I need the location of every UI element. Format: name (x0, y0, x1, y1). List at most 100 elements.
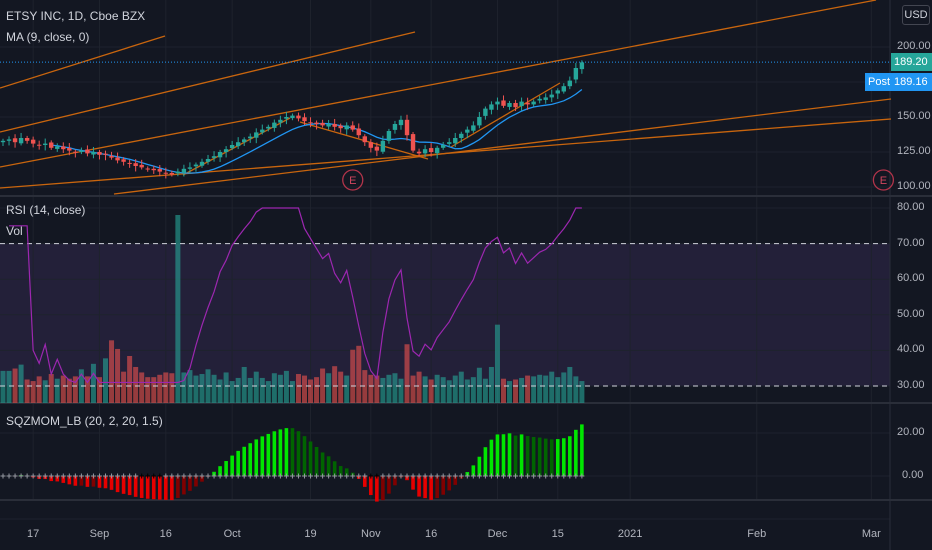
candle-body (320, 122, 325, 126)
candle-body (428, 148, 434, 152)
sqz-dot (446, 473, 452, 479)
candle-body (447, 142, 452, 144)
sqz-legend[interactable]: SQZMOM_LB (20, 2, 20, 1.5) (6, 414, 163, 428)
candle-body (471, 125, 476, 131)
sqz-histogram-bar (218, 466, 222, 476)
time-tick-label: Feb (747, 528, 767, 540)
sqz-histogram-bar (537, 437, 542, 476)
sqz-histogram-bar (555, 439, 560, 476)
candle-body (175, 171, 181, 174)
volume-bar (169, 373, 175, 403)
candle-body (73, 151, 78, 153)
sqz-dot (458, 473, 464, 479)
candle-body (422, 149, 428, 154)
sqz-histogram-bar (447, 476, 452, 491)
sqz-dot (374, 473, 380, 479)
volume-bar (488, 366, 494, 403)
earnings-marker[interactable]: E (872, 169, 895, 191)
post-price-badge: 189.16 (891, 73, 932, 91)
candle-body (489, 104, 494, 110)
sqz-histogram-bar (224, 461, 228, 476)
volume-bar (54, 378, 60, 403)
sqz-histogram-bar (411, 476, 415, 490)
sqz-dot (525, 473, 531, 479)
sqz-histogram-bar (49, 476, 54, 482)
sqz-histogram-bar (278, 429, 283, 476)
candle-body (24, 138, 30, 141)
candle-body (199, 161, 205, 166)
sqz-dot (127, 473, 133, 479)
sqz-dot (18, 473, 24, 479)
candle-body (127, 162, 132, 164)
sqz-dot (320, 473, 326, 479)
sqz-dot (295, 473, 301, 479)
volume-bar (531, 376, 537, 403)
candle-body (549, 94, 554, 98)
sqz-dot (350, 473, 356, 479)
sqz-histogram-bar (453, 476, 458, 485)
volume-bar (519, 377, 525, 403)
vol-legend[interactable]: Vol (6, 224, 23, 238)
sqz-dot (169, 473, 175, 479)
sqz-histogram-bar (79, 476, 84, 486)
sqz-dot (494, 473, 500, 479)
sqz-histogram-bar (85, 476, 90, 487)
volume-bar (500, 378, 506, 403)
sqz-dot (289, 473, 295, 479)
earnings-marker[interactable]: E (342, 169, 364, 191)
sqz-histogram-bar (284, 428, 289, 476)
sqz-histogram-bar (568, 436, 572, 476)
sqz-histogram-bar (157, 476, 162, 500)
volume-bar (6, 370, 12, 403)
candle-body (567, 80, 573, 87)
sqz-dot (90, 473, 96, 479)
candle-body (278, 119, 283, 123)
trend-line (0, 31, 416, 133)
sqz-dot (78, 473, 84, 479)
volume-bar (199, 374, 205, 403)
sqz-dot (84, 473, 90, 479)
rsi-tick-label: 60.00 (897, 272, 925, 285)
price-tick-label: 100.00 (897, 180, 931, 192)
sqz-histogram-bar (236, 450, 240, 476)
sqz-dot (302, 473, 307, 479)
volume-bar (30, 381, 36, 403)
sqz-dot (193, 473, 199, 479)
sqz-histogram-bar (103, 476, 108, 489)
ma-legend[interactable]: MA (9, close, 0) (6, 30, 90, 44)
volume-bar (513, 379, 519, 403)
volume-bar (482, 378, 488, 403)
currency-button[interactable]: USD (902, 5, 930, 25)
volume-bar (404, 344, 410, 403)
sqz-dot (513, 473, 519, 479)
volume-bar (567, 366, 573, 403)
sqz-histogram-bar (230, 455, 234, 476)
candle-body (344, 125, 349, 130)
sqz-histogram-bar (139, 476, 144, 498)
rsi-legend[interactable]: RSI (14, close) (6, 203, 86, 217)
rsi-tick-label: 50.00 (897, 307, 925, 320)
candle-body (193, 164, 199, 167)
volume-bar (410, 375, 416, 403)
candle-body (254, 132, 259, 138)
sqz-dot (265, 473, 271, 479)
candle-body (91, 152, 96, 155)
candle-body (266, 126, 271, 129)
sqz-dot (332, 473, 338, 479)
earnings-label: E (880, 175, 887, 187)
volume-bar (229, 381, 235, 403)
sqz-dot (567, 473, 573, 479)
sqz-histogram-bar (182, 476, 186, 495)
volume-bar (362, 370, 368, 403)
sqz-dot (96, 473, 102, 479)
candle-body (30, 139, 36, 144)
sqz-histogram-bar (429, 476, 433, 500)
volume-bar (422, 376, 428, 403)
candle-body (561, 86, 566, 92)
candle-body (495, 101, 500, 105)
sqz-histogram-bar (326, 456, 331, 476)
sqz-histogram-bar (574, 429, 578, 476)
candle-body (145, 168, 150, 170)
volume-bar (344, 375, 350, 403)
